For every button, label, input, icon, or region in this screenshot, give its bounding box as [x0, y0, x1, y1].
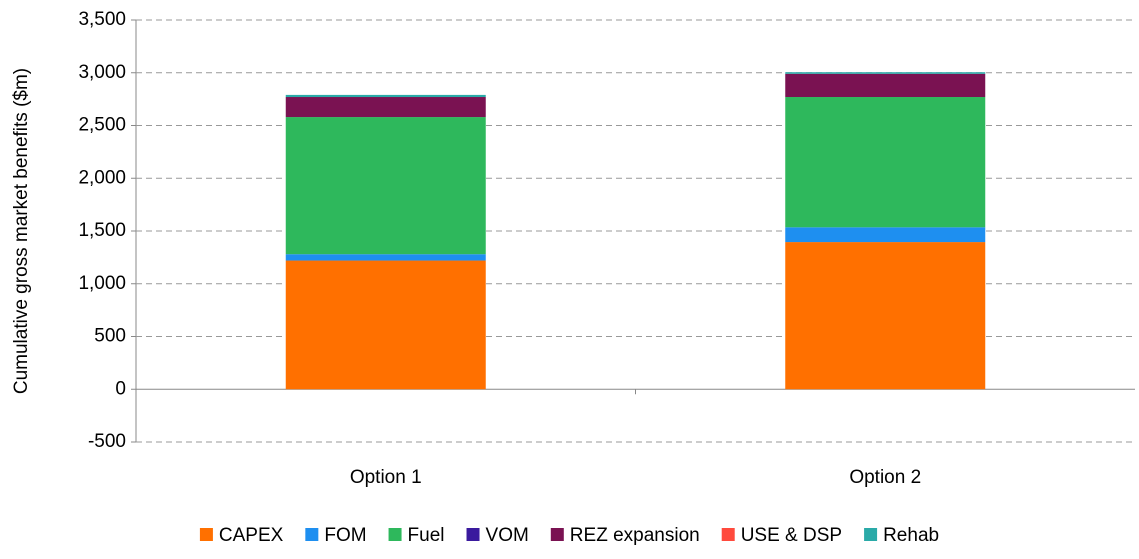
legend: CAPEX FOM Fuel VOM REZ expansion USE & DSP Reh… — [199, 525, 939, 546]
legend-swatch — [550, 528, 564, 541]
y-tick-label: 0 — [115, 378, 126, 399]
legend-label: FOM — [324, 525, 366, 546]
y-tick-label: 1,500 — [78, 220, 126, 241]
legend-label: Rehab — [883, 525, 939, 546]
legend-swatch — [721, 528, 735, 541]
bar-segment — [285, 97, 486, 118]
y-tick-label: 2,500 — [78, 115, 126, 136]
bar-segment — [785, 72, 986, 74]
bar-segment — [285, 117, 486, 255]
y-tick-label: -500 — [88, 431, 126, 452]
bar-segment — [285, 254, 486, 261]
bar-segment — [285, 260, 486, 390]
legend-label: Fuel — [408, 525, 445, 546]
x-tick-label: Option 1 — [350, 467, 422, 488]
y-tick-label: 3,000 — [78, 62, 126, 83]
legend-swatch — [466, 528, 480, 541]
legend-label: VOM — [486, 525, 529, 546]
y-tick-label: 2,000 — [78, 167, 126, 188]
bar-segment — [785, 73, 986, 98]
legend-label: CAPEX — [219, 525, 284, 546]
y-axis-label: Cumulative gross market benefits ($m) — [11, 68, 32, 394]
bar-segment — [785, 97, 986, 228]
legend-swatch — [388, 528, 402, 541]
bar-segment — [785, 242, 986, 390]
bar-segment — [285, 94, 486, 98]
y-tick-label: 1,000 — [78, 273, 126, 294]
legend-label: USE & DSP — [741, 525, 842, 546]
legend-label: REZ expansion — [570, 525, 700, 546]
y-tick-label: 500 — [94, 326, 126, 347]
legend-swatch — [199, 528, 213, 541]
bar-segment — [785, 227, 986, 243]
legend-swatch — [864, 528, 878, 541]
x-tick-label: Option 2 — [849, 467, 921, 488]
y-tick-label: 3,500 — [78, 9, 126, 30]
legend-swatch — [305, 528, 319, 541]
